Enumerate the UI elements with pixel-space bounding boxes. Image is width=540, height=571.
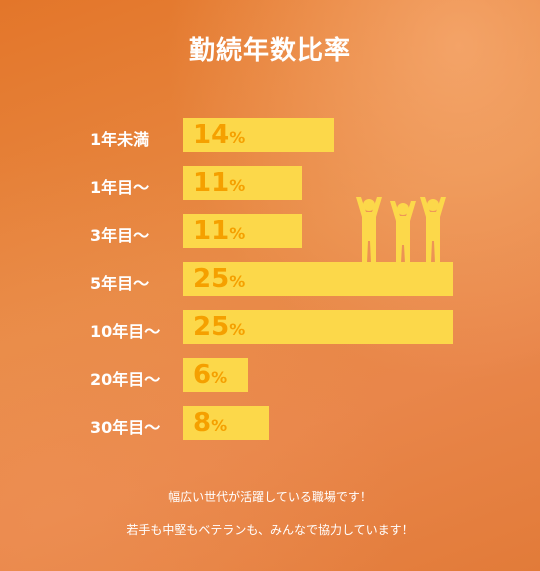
- category-label: 10年目〜: [90, 322, 161, 341]
- bar: [183, 166, 302, 200]
- footer-line-1: 幅広い世代が活躍している職場です！: [168, 490, 372, 504]
- bar: [183, 118, 334, 152]
- category-label: 1年未満: [90, 130, 150, 149]
- bar: [183, 310, 453, 344]
- chart-title: 勤続年数比率: [188, 36, 351, 66]
- footer-line-2: 若手も中堅もベテランも、みんなで協力しています！: [126, 523, 414, 537]
- category-label: 3年目〜: [90, 226, 150, 245]
- category-label: 20年目〜: [90, 370, 161, 389]
- bar: [183, 214, 302, 248]
- bar-value-label: 6%: [193, 360, 228, 390]
- bar-value-label: 25%: [193, 264, 246, 294]
- category-label: 30年目〜: [90, 418, 161, 437]
- bar-value-label: 14%: [193, 120, 246, 150]
- bar-value-label: 11%: [193, 216, 246, 246]
- bar: [183, 406, 269, 440]
- bar-value-label: 8%: [193, 408, 228, 438]
- bar: [183, 358, 248, 392]
- category-label: 5年目〜: [90, 274, 150, 293]
- bar-value-label: 25%: [193, 312, 246, 342]
- people-cheering-icon: [356, 197, 446, 263]
- category-label: 1年目〜: [90, 178, 150, 197]
- bar: [183, 262, 453, 296]
- bar-value-label: 11%: [193, 168, 246, 198]
